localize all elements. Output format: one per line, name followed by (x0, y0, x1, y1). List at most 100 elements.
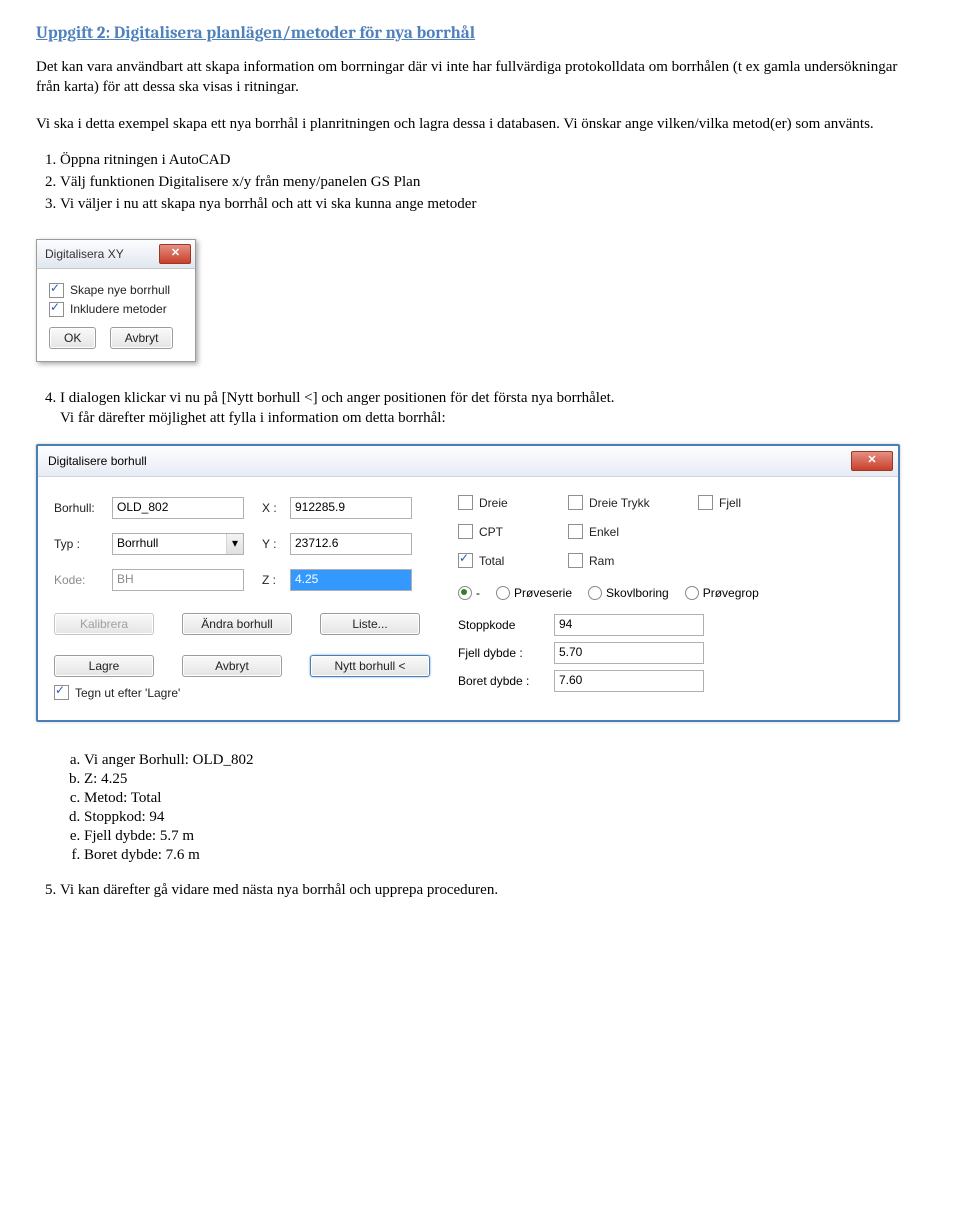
input-stoppkode[interactable]: 94 (554, 614, 704, 636)
check-ram[interactable]: Ram (568, 553, 688, 568)
avbryt-button[interactable]: Avbryt (182, 655, 282, 677)
checkbox-icon[interactable] (49, 283, 64, 298)
checkbox-label: Ram (589, 554, 614, 568)
step-4-text-b: Vi får därefter möjlighet att fylla i in… (60, 410, 446, 426)
checkbox-icon[interactable] (458, 553, 473, 568)
dialog1-title: Digitalisera XY (45, 247, 124, 261)
steps-list-1: Öppna ritningen i AutoCAD Välj funktione… (60, 150, 924, 215)
dialog1-body: Skape nye borrhull Inkludere metoder OK … (37, 269, 195, 361)
intro-para-1: Det kan vara användbart att skapa inform… (36, 57, 924, 98)
label-boret-dybde: Boret dybde : (458, 674, 548, 688)
checkbox-label: Tegn ut efter 'Lagre' (75, 686, 180, 700)
checkbox-icon[interactable] (54, 685, 69, 700)
radio-icon[interactable] (588, 586, 602, 600)
radio-label: Prøvegrop (703, 586, 759, 600)
checkbox-icon[interactable] (458, 495, 473, 510)
checkbox-icon[interactable] (568, 495, 583, 510)
input-borhull[interactable]: OLD_802 (112, 497, 244, 519)
radio-icon[interactable] (496, 586, 510, 600)
close-icon[interactable]: ✕ (851, 451, 893, 471)
sub-steps: Vi anger Borhull: OLD_802 Z: 4.25 Metod:… (84, 752, 924, 864)
sub-f: Boret dybde: 7.6 m (84, 847, 924, 864)
checkbox-label: Skape nye borrhull (70, 283, 170, 297)
checkbox-icon[interactable] (568, 524, 583, 539)
close-icon[interactable]: ✕ (159, 244, 191, 264)
radio-provegrop[interactable]: Prøvegrop (685, 586, 759, 600)
input-z[interactable]: 4.25 (290, 569, 412, 591)
input-y[interactable]: 23712.6 (290, 533, 412, 555)
liste-button[interactable]: Liste... (320, 613, 420, 635)
input-x[interactable]: 912285.9 (290, 497, 412, 519)
col-right: Dreie Dreie Trykk Fjell CPT Enkel Total … (458, 491, 882, 704)
input-kode: BH (112, 569, 244, 591)
checkbox-tegn-ut[interactable]: Tegn ut efter 'Lagre' (54, 685, 440, 700)
combo-typ-value: Borrhull (113, 534, 226, 554)
nytt-borhull-button[interactable]: Nytt borhull < (310, 655, 430, 677)
dialog2-titlebar: Digitalisere borhull ✕ (38, 446, 898, 477)
step-4-text-a: I dialogen klickar vi nu på [Nytt borhul… (60, 390, 615, 406)
sub-c: Metod: Total (84, 790, 924, 807)
steps-list-3: Vi kan därefter gå vidare med nästa nya … (60, 880, 924, 900)
kalibrera-button: Kalibrera (54, 613, 154, 635)
check-total[interactable]: Total (458, 553, 558, 568)
checkbox-inkludere-metoder[interactable]: Inkludere metoder (49, 302, 183, 317)
lagre-button[interactable]: Lagre (54, 655, 154, 677)
checkbox-label: Dreie Trykk (589, 496, 650, 510)
intro-para-2: Vi ska i detta exempel skapa ett nya bor… (36, 114, 924, 134)
label-y: Y : (262, 537, 284, 551)
input-fjell-dybde[interactable]: 5.70 (554, 642, 704, 664)
label-z: Z : (262, 573, 284, 587)
checkbox-icon[interactable] (49, 302, 64, 317)
checkbox-label: Enkel (589, 525, 619, 539)
step-5: Vi kan därefter gå vidare med nästa nya … (60, 880, 924, 900)
radio-label: - (476, 586, 480, 600)
check-cpt[interactable]: CPT (458, 524, 558, 539)
check-dreietrykk[interactable]: Dreie Trykk (568, 495, 688, 510)
radio-label: Skovlboring (606, 586, 669, 600)
dialog-digitalisere-borhull: Digitalisere borhull ✕ Borhull: OLD_802 … (36, 444, 900, 722)
combo-typ[interactable]: Borrhull ▾ (112, 533, 244, 555)
checkbox-label: CPT (479, 525, 503, 539)
dialog1-titlebar: Digitalisera XY ✕ (37, 240, 195, 269)
radio-skovlboring[interactable]: Skovlboring (588, 586, 669, 600)
checkbox-icon[interactable] (698, 495, 713, 510)
checkbox-label: Inkludere metoder (70, 302, 167, 316)
checkbox-icon[interactable] (568, 553, 583, 568)
sub-b: Z: 4.25 (84, 771, 924, 788)
radio-label: Prøveserie (514, 586, 572, 600)
checkbox-label: Dreie (479, 496, 508, 510)
checkbox-label: Fjell (719, 496, 741, 510)
andra-borhull-button[interactable]: Ändra borhull (182, 613, 292, 635)
col-mid: X : 912285.9 Y : 23712.6 Z : 4.25 (262, 491, 412, 597)
sub-a: Vi anger Borhull: OLD_802 (84, 752, 924, 769)
radio-dash[interactable]: - (458, 586, 480, 600)
avbryt-button[interactable]: Avbryt (110, 327, 174, 349)
sub-e: Fjell dybde: 5.7 m (84, 828, 924, 845)
page-heading: Uppgift 2: Digitalisera planlägen/metode… (36, 24, 924, 43)
radio-icon[interactable] (685, 586, 699, 600)
radio-icon[interactable] (458, 586, 472, 600)
input-boret-dybde[interactable]: 7.60 (554, 670, 704, 692)
step-4: I dialogen klickar vi nu på [Nytt borhul… (60, 388, 924, 429)
method-checks: Dreie Dreie Trykk Fjell CPT Enkel Total … (458, 491, 882, 572)
label-x: X : (262, 501, 284, 515)
checkbox-skape-nye[interactable]: Skape nye borrhull (49, 283, 183, 298)
steps-list-2: I dialogen klickar vi nu på [Nytt borhul… (60, 388, 924, 429)
dialog2-title: Digitalisere borhull (48, 454, 147, 468)
step-2: Välj funktionen Digitalisere x/y från me… (60, 172, 924, 192)
step-3: Vi väljer i nu att skapa nya borrhål och… (60, 194, 924, 214)
label-kode: Kode: (54, 573, 106, 587)
checkbox-label: Total (479, 554, 504, 568)
check-enkel[interactable]: Enkel (568, 524, 688, 539)
check-fjell[interactable]: Fjell (698, 495, 788, 510)
chevron-down-icon[interactable]: ▾ (226, 534, 243, 554)
dialog-digitalisera-xy: Digitalisera XY ✕ Skape nye borrhull Ink… (36, 239, 196, 362)
step-1: Öppna ritningen i AutoCAD (60, 150, 924, 170)
checkbox-icon[interactable] (458, 524, 473, 539)
check-dreie[interactable]: Dreie (458, 495, 558, 510)
label-fjell-dybde: Fjell dybde : (458, 646, 548, 660)
dialog2-body: Borhull: OLD_802 Typ : Borrhull ▾ Kode: … (38, 477, 898, 720)
radio-proveserie[interactable]: Prøveserie (496, 586, 572, 600)
ok-button[interactable]: OK (49, 327, 96, 349)
col-left: Borhull: OLD_802 Typ : Borrhull ▾ Kode: … (54, 491, 244, 597)
